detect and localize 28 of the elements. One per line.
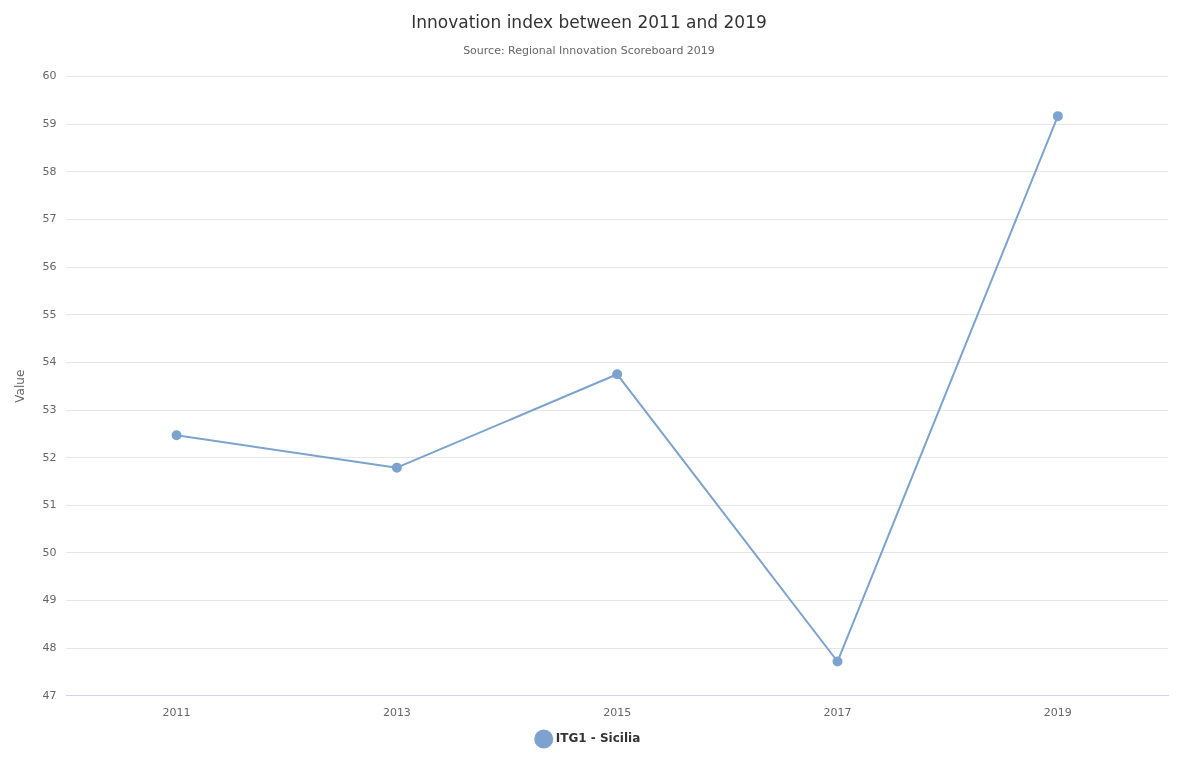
point [391, 462, 402, 473]
x-tick-label: 2011 [162, 706, 191, 720]
y-tick-label: 52 [42, 450, 57, 464]
y-tick-label: 48 [42, 641, 57, 655]
y-tick-label: 60 [42, 69, 57, 83]
point [171, 430, 182, 441]
y-tick-label: 47 [42, 688, 57, 702]
x-tick-label: 2019 [1043, 706, 1072, 720]
x-tick-label: 2015 [603, 706, 632, 720]
y-tick-label: 51 [42, 498, 57, 512]
y-axis-title: Value [13, 369, 28, 403]
y-tick-label: 55 [42, 307, 57, 321]
legend-label: ITG1 - Sicilia [555, 731, 641, 746]
y-tick-label: 58 [42, 164, 57, 178]
y-tick-label: 57 [42, 212, 57, 226]
point [1052, 111, 1063, 122]
point [832, 656, 843, 667]
y-tick-label: 50 [42, 545, 57, 559]
y-tick-label: 49 [42, 593, 57, 607]
x-tick-label: 2017 [823, 706, 852, 720]
chart-subtitle: Source: Regional Innovation Scoreboard 2019 [462, 44, 716, 57]
y-tick-label: 59 [42, 117, 57, 131]
point [612, 369, 623, 380]
chart-title: Innovation index between 2011 and 2019 [410, 12, 768, 32]
x-tick-label: 2013 [382, 706, 411, 720]
y-tick-label: 53 [42, 402, 57, 416]
y-tick-label: 56 [42, 259, 57, 273]
y-tick-label: 54 [42, 355, 57, 369]
